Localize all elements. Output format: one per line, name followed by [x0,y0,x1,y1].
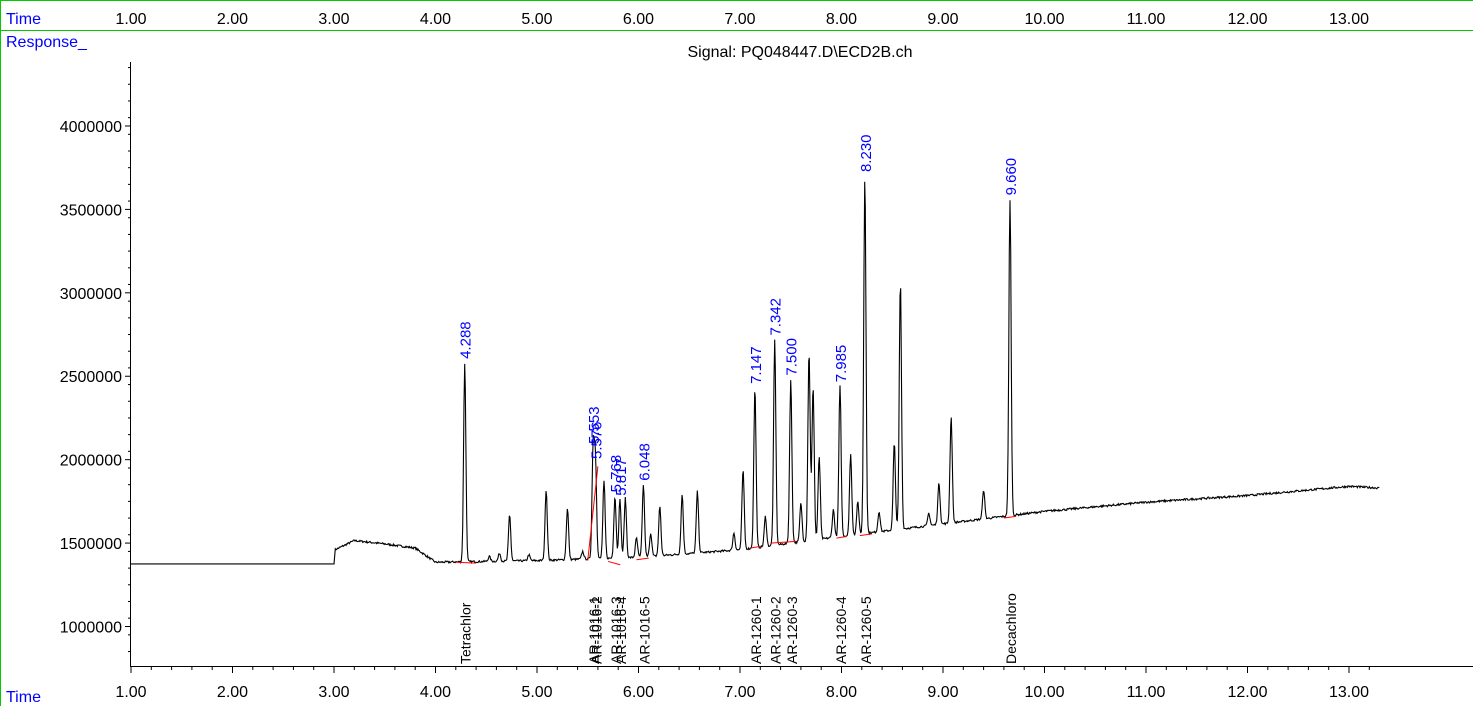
top-time-tick-label: 13.00 [1329,11,1369,28]
compound-labels: Tetrachlor AR-1016-1AR-1016-2 AR-1016-3AR-… [458,593,1019,664]
compound-label: AR-1260-1 [748,596,764,664]
compound-label: AR-1016-5 [636,596,652,664]
chart-title: Signal: PQ048447.D\ECD2B.ch [687,44,912,61]
x-tick-label: 12.00 [1227,684,1267,701]
x-tick-label: 7.00 [724,684,755,701]
integration-baselines [455,466,1017,566]
peak-rt-label: 7.147 [748,346,765,384]
compound-label: Decachloro [1003,593,1019,664]
peak-rt-label: 8.230 [858,134,875,172]
integration-baseline [836,535,847,539]
x-tick-label: 9.00 [927,684,958,701]
y-tick-label: 1500000 [60,536,122,553]
peak-rt-label: 6.048 [636,443,653,481]
top-time-tick-label: 9.00 [927,11,958,28]
integration-baseline [607,560,621,566]
y-tick-label: 2000000 [60,453,122,470]
y-tick-label: 3000000 [60,286,122,303]
peak-rt-label: 9.660 [1003,158,1020,196]
integration-baseline [859,533,873,537]
compound-label: AR-1016-1 [586,596,602,664]
top-time-tick-label: 1.00 [115,11,146,28]
x-tick-label: 1.00 [115,684,146,701]
compound-label: AR-1016-3 [608,596,624,664]
peak-rt-label: 5.553 [586,406,603,444]
compound-label: AR-1260-5 [858,596,874,664]
footer-time-label: Time [6,689,41,706]
peak-rt-label: 5.768 [608,455,625,493]
x-tick-label: 11.00 [1127,684,1166,701]
top-time-tick-label: 7.00 [724,11,755,28]
x-tick-label: 6.00 [623,684,654,701]
peak-rt-label: 7.342 [768,298,785,336]
peak-rt-label: 4.288 [458,321,475,359]
top-time-tick-label: 2.00 [217,11,248,28]
top-time-tick-label: 8.00 [826,11,857,28]
integration-baseline [587,466,599,561]
y-tick-label: 4000000 [60,119,122,136]
y-axis: 1000000 1500000 2000000 2500000 3000000 35000… [60,62,131,666]
y-tick-label: 3500000 [60,202,122,219]
integration-baseline [750,545,761,549]
x-tick-label: 8.00 [826,684,857,701]
x-axis: 1.00 2.00 3.00 4.00 5.00 6.00 7.00 8.00 9.00 10.0… [115,666,1473,701]
integration-baseline [770,540,796,544]
x-tick-label: 3.00 [318,684,349,701]
signal-trace [130,181,1380,565]
x-tick-label: 5.00 [521,684,552,701]
top-time-tick-label: 11.00 [1127,11,1166,28]
compound-label: AR-1016-4 [613,596,629,664]
top-time-tick-label: 3.00 [318,11,349,28]
top-time-ticks: 1.00 2.00 3.00 4.00 5.00 6.00 7.00 8.00 9.00 10.0… [115,11,1369,28]
integration-baseline [455,561,477,564]
peak-rt-label: 7.985 [833,345,850,383]
x-tick-label: 10.00 [1024,684,1064,701]
peak-rt-label: 5.817 [613,458,630,496]
top-time-tick-label: 12.00 [1227,11,1267,28]
top-time-tick-label: 4.00 [420,11,451,28]
x-tick-label: 4.00 [420,684,451,701]
compound-label: AR-1260-4 [833,596,849,664]
top-time-tick-label: 6.00 [623,11,654,28]
compound-label: AR-1016-2 [588,596,604,664]
top-time-tick-label: 5.00 [521,11,552,28]
header-time-label: Time [6,11,41,28]
compound-label: AR-1260-3 [784,596,800,664]
compound-label: AR-1260-2 [768,596,784,664]
y-tick-label: 2500000 [60,369,122,386]
response-axis-label: Response_ [6,34,88,51]
peak-rt-label: 5.576 [588,421,605,459]
integration-baseline [636,557,649,561]
top-time-tick-label: 10.00 [1024,11,1064,28]
peak-rt-label: 7.500 [784,338,801,376]
x-tick-label: 13.00 [1329,684,1369,701]
y-tick-label: 1000000 [60,620,122,637]
compound-label: Tetrachlor [458,602,474,664]
x-tick-label: 2.00 [217,684,248,701]
integration-baseline [1003,515,1017,519]
